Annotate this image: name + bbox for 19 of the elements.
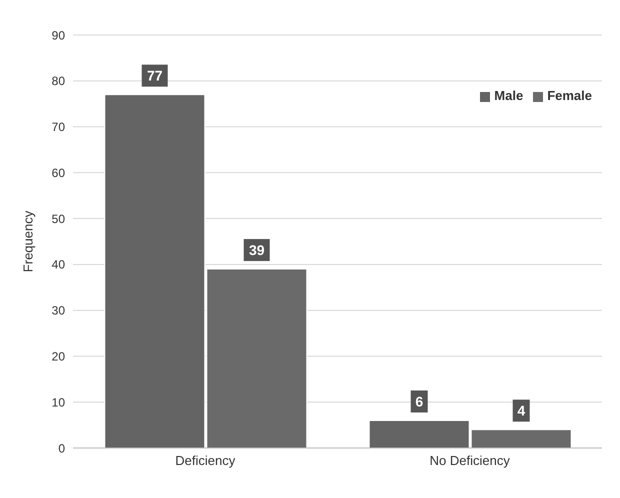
y-tick-label: 20 (52, 349, 66, 364)
legend-label: Female (547, 88, 592, 103)
legend-label: Male (494, 88, 524, 103)
x-tick-label: No Deficiency (430, 453, 510, 468)
data-label: 4 (517, 402, 526, 419)
y-tick-label: 30 (52, 304, 66, 318)
y-tick-label: 0 (58, 441, 66, 456)
y-tick-label: 10 (52, 395, 66, 410)
y-tick-label: 90 (52, 28, 66, 42)
y-tick-label: 80 (52, 74, 66, 88)
data-label: 77 (146, 68, 163, 84)
data-label: 6 (415, 393, 424, 410)
y-tick-label: 50 (52, 212, 66, 226)
data-label: 39 (248, 242, 265, 258)
y-tick-label: 70 (52, 120, 66, 134)
x-tick-label: Deficiency (175, 453, 236, 468)
y-tick-label: 40 (52, 258, 66, 272)
y-axis-title: Frequency (20, 210, 36, 272)
y-tick-label: 60 (52, 166, 66, 180)
